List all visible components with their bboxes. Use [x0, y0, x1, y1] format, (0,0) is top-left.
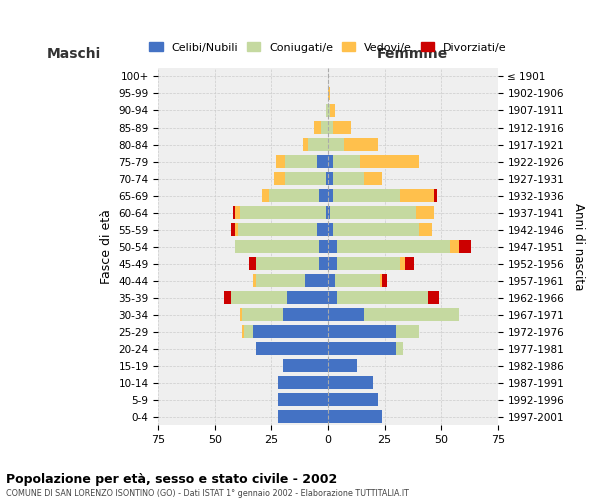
- Bar: [328, 240, 337, 253]
- Bar: [328, 257, 337, 270]
- Bar: [328, 326, 396, 338]
- Bar: [328, 342, 396, 355]
- Bar: [328, 410, 382, 423]
- Bar: [328, 206, 330, 219]
- Bar: [242, 326, 244, 338]
- Bar: [344, 138, 378, 151]
- Text: COMUNE DI SAN LORENZO ISONTINO (GO) - Dati ISTAT 1° gennaio 2002 - Elaborazione : COMUNE DI SAN LORENZO ISONTINO (GO) - Da…: [6, 489, 409, 498]
- Legend: Celibi/Nubili, Coniugati/e, Vedovi/e, Divorziati/e: Celibi/Nubili, Coniugati/e, Vedovi/e, Di…: [145, 38, 511, 57]
- Bar: [364, 172, 382, 185]
- Bar: [278, 394, 328, 406]
- Bar: [328, 172, 332, 185]
- Bar: [335, 274, 380, 287]
- Bar: [332, 121, 350, 134]
- Bar: [328, 104, 330, 117]
- Bar: [262, 189, 269, 202]
- Bar: [256, 342, 328, 355]
- Bar: [235, 206, 240, 219]
- Bar: [274, 172, 285, 185]
- Bar: [360, 155, 419, 168]
- Bar: [328, 394, 378, 406]
- Bar: [405, 257, 414, 270]
- Bar: [240, 308, 242, 321]
- Bar: [328, 223, 332, 236]
- Bar: [328, 308, 364, 321]
- Bar: [287, 292, 328, 304]
- Bar: [396, 342, 403, 355]
- Bar: [256, 274, 305, 287]
- Bar: [380, 274, 382, 287]
- Bar: [317, 223, 328, 236]
- Bar: [235, 240, 319, 253]
- Bar: [303, 138, 308, 151]
- Bar: [450, 240, 459, 253]
- Y-axis label: Fasce di età: Fasce di età: [100, 209, 113, 284]
- Bar: [269, 189, 319, 202]
- Bar: [428, 292, 439, 304]
- Bar: [328, 376, 373, 389]
- Bar: [317, 155, 328, 168]
- Bar: [276, 155, 285, 168]
- Bar: [332, 172, 364, 185]
- Bar: [224, 292, 231, 304]
- Bar: [332, 223, 419, 236]
- Bar: [328, 274, 335, 287]
- Bar: [396, 326, 419, 338]
- Bar: [326, 104, 328, 117]
- Bar: [328, 189, 332, 202]
- Bar: [319, 257, 328, 270]
- Bar: [285, 172, 326, 185]
- Bar: [283, 308, 328, 321]
- Bar: [419, 223, 432, 236]
- Bar: [326, 172, 328, 185]
- Text: Popolazione per età, sesso e stato civile - 2002: Popolazione per età, sesso e stato civil…: [6, 472, 337, 486]
- Bar: [328, 360, 358, 372]
- Bar: [314, 121, 321, 134]
- Bar: [242, 308, 283, 321]
- Text: Maschi: Maschi: [46, 47, 101, 61]
- Bar: [305, 274, 328, 287]
- Bar: [233, 206, 235, 219]
- Bar: [337, 240, 450, 253]
- Bar: [330, 206, 416, 219]
- Bar: [253, 326, 328, 338]
- Bar: [319, 240, 328, 253]
- Bar: [400, 257, 405, 270]
- Bar: [231, 223, 235, 236]
- Bar: [278, 410, 328, 423]
- Bar: [328, 155, 332, 168]
- Bar: [326, 206, 328, 219]
- Bar: [253, 274, 256, 287]
- Bar: [249, 257, 256, 270]
- Bar: [459, 240, 470, 253]
- Bar: [328, 121, 332, 134]
- Bar: [321, 121, 328, 134]
- Bar: [235, 223, 238, 236]
- Bar: [328, 87, 330, 100]
- Bar: [328, 138, 344, 151]
- Bar: [319, 189, 328, 202]
- Bar: [337, 292, 428, 304]
- Text: Femmine: Femmine: [377, 47, 448, 61]
- Bar: [416, 206, 434, 219]
- Bar: [285, 155, 317, 168]
- Bar: [283, 360, 328, 372]
- Bar: [328, 292, 337, 304]
- Bar: [364, 308, 459, 321]
- Bar: [231, 292, 287, 304]
- Bar: [332, 155, 360, 168]
- Bar: [244, 326, 253, 338]
- Y-axis label: Anni di nascita: Anni di nascita: [572, 203, 585, 290]
- Bar: [240, 206, 326, 219]
- Bar: [332, 189, 400, 202]
- Bar: [400, 189, 434, 202]
- Bar: [382, 274, 387, 287]
- Bar: [434, 189, 437, 202]
- Bar: [308, 138, 328, 151]
- Bar: [256, 257, 319, 270]
- Bar: [337, 257, 400, 270]
- Bar: [330, 104, 335, 117]
- Bar: [238, 223, 317, 236]
- Bar: [278, 376, 328, 389]
